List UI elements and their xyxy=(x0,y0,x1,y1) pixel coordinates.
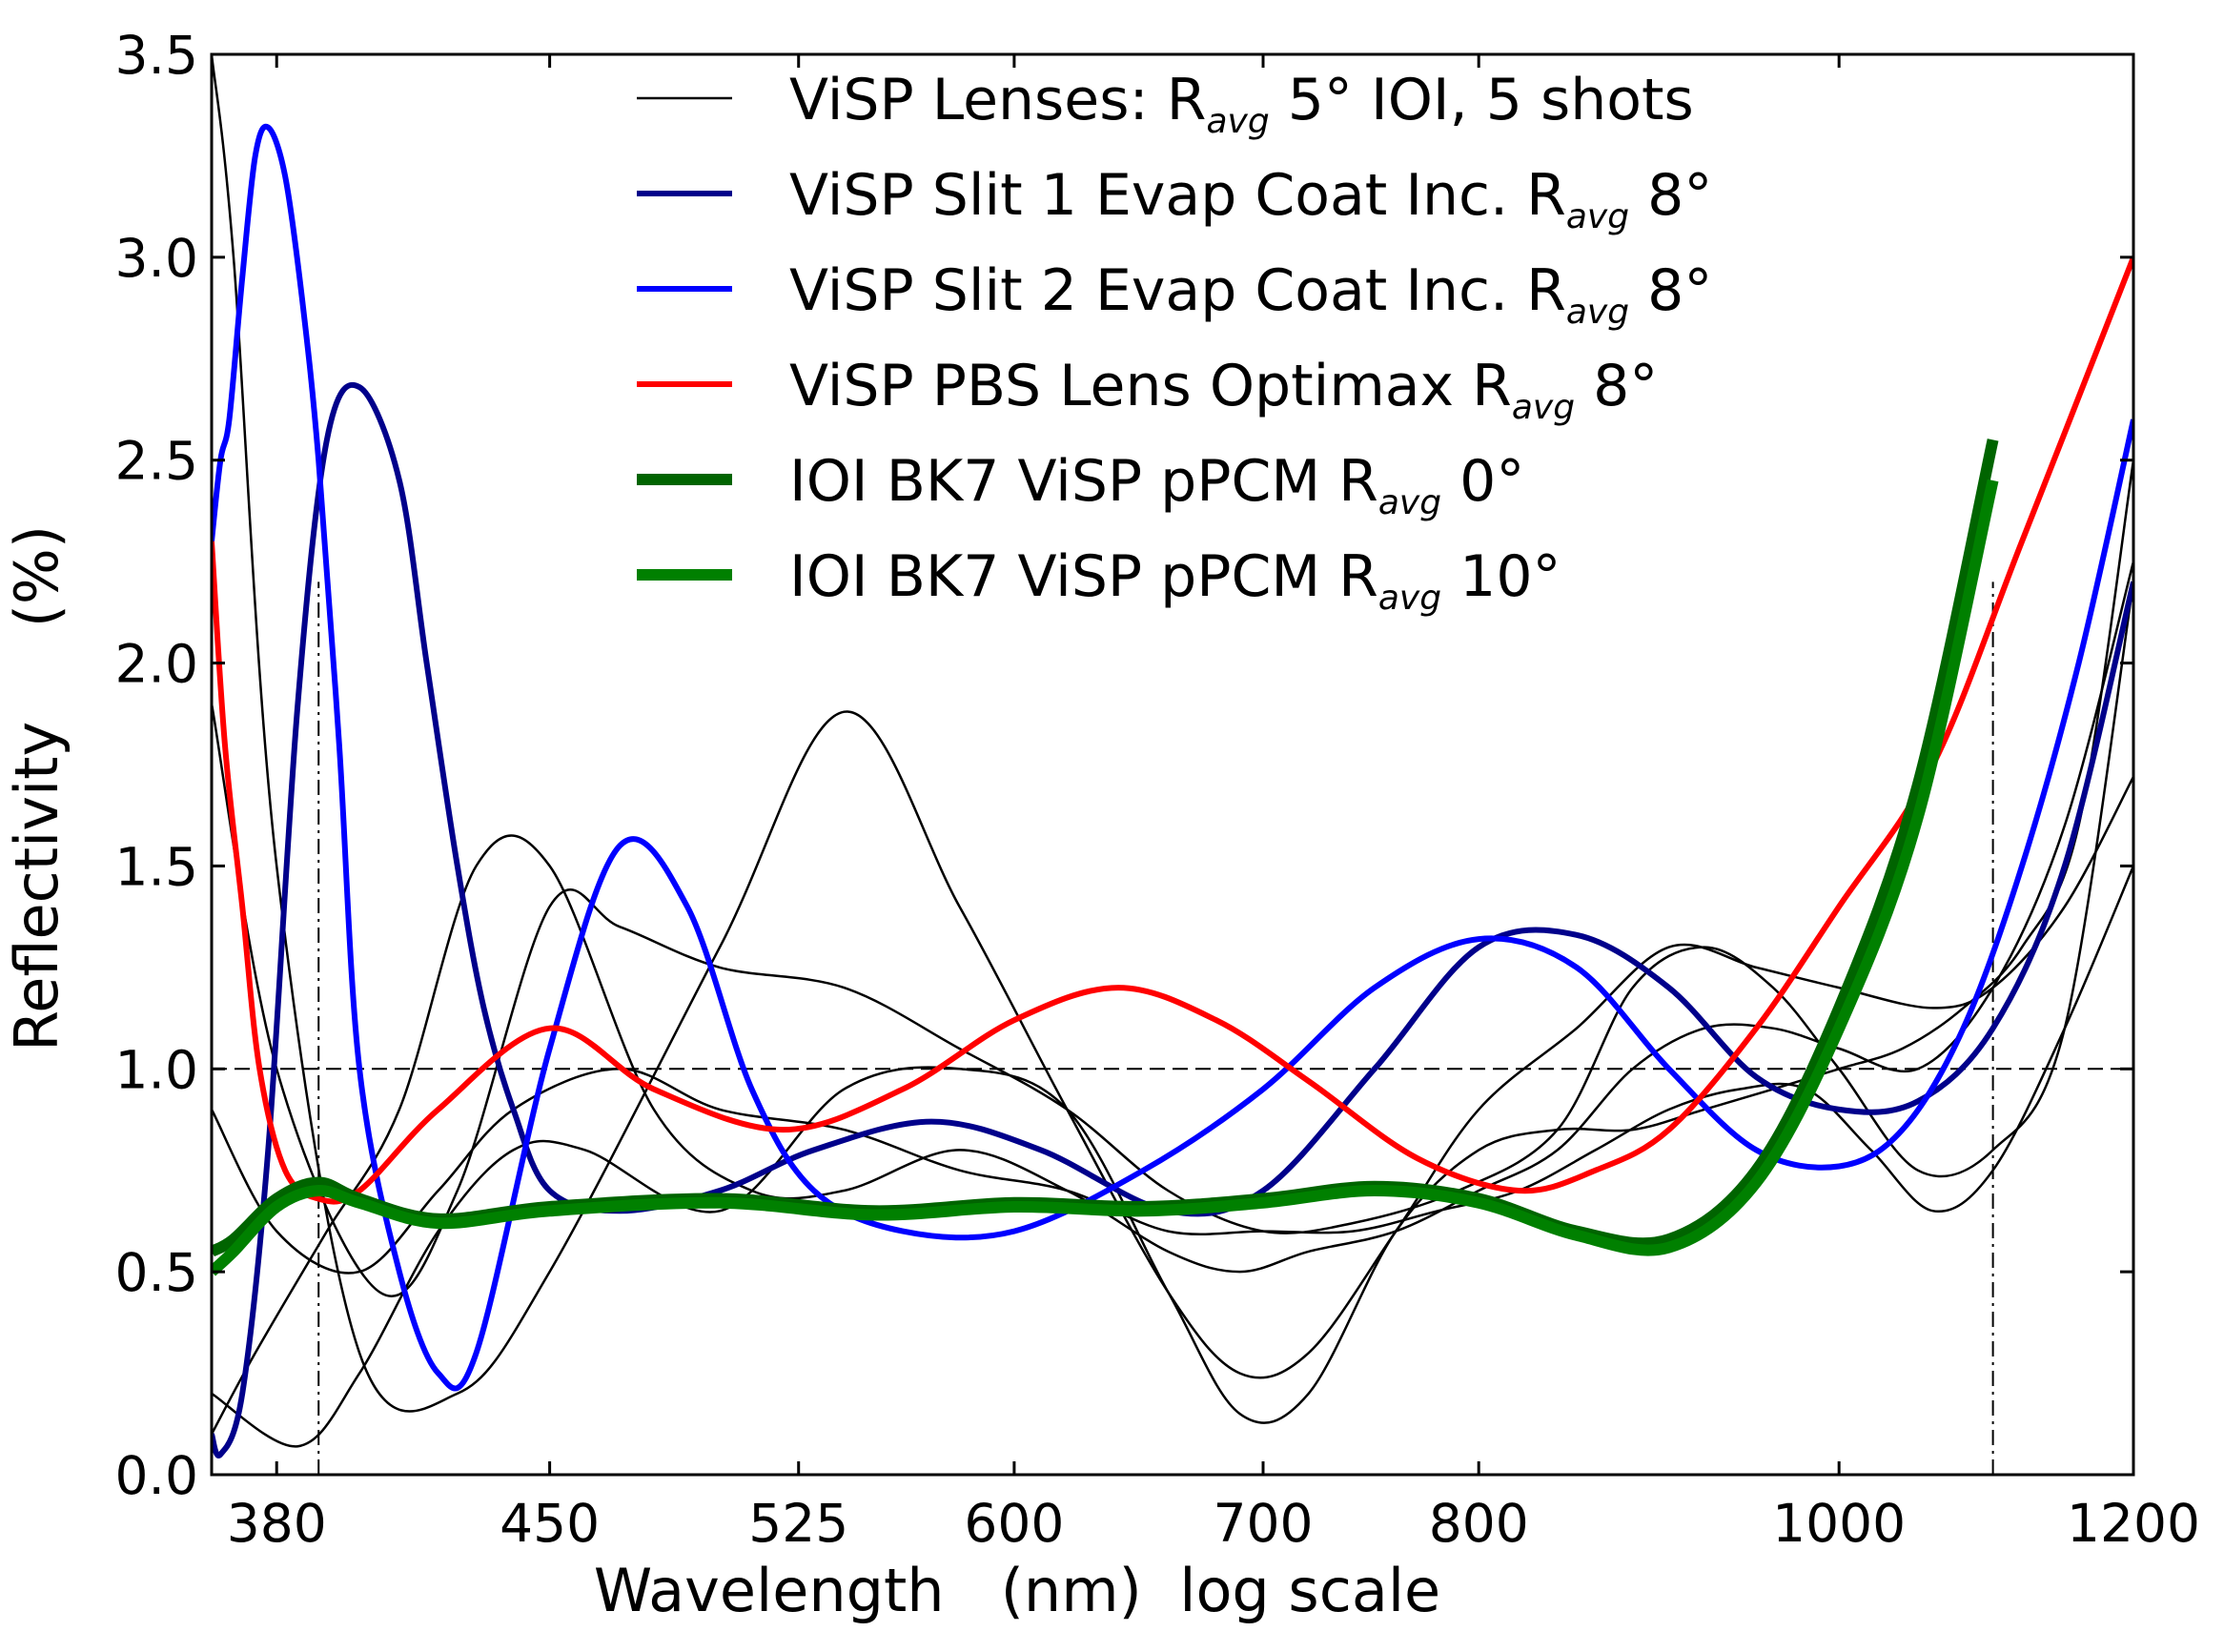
x-tick-label: 800 xyxy=(1429,1493,1529,1554)
legend-label-pbs: ViSP PBS Lens Optimax Ravg 8° xyxy=(789,353,1658,427)
y-tick-label: 0.5 xyxy=(115,1242,198,1303)
legend-label-lenses: ViSP Lenses: Ravg 5° IOI, 5 shots xyxy=(789,67,1694,141)
series-lenses-4 xyxy=(212,459,2133,1448)
series-ioi10 xyxy=(212,479,1999,1276)
y-tick-label: 3.5 xyxy=(115,25,198,86)
x-tick-label: 380 xyxy=(227,1493,327,1554)
y-tick-label: 2.0 xyxy=(115,634,198,695)
y-tick-label: 1.0 xyxy=(115,1039,198,1100)
x-tick-label: 700 xyxy=(1214,1493,1314,1554)
legend-label-ioi10: IOI BK7 ViSP pPCM Ravg 10° xyxy=(789,543,1561,618)
y-tick-label: 1.5 xyxy=(115,836,198,897)
x-axis-label: Wavelength (nm) log scale xyxy=(594,1556,1440,1625)
y-tick-label: 3.0 xyxy=(115,228,198,289)
legend-label-slit1: ViSP Slit 1 Evap Coat Inc. Ravg 8° xyxy=(789,162,1712,236)
series-slit2 xyxy=(212,123,2133,1392)
plot-frame xyxy=(210,52,2135,1477)
legend-label-ioi0: IOI BK7 ViSP pPCM Ravg 0° xyxy=(789,448,1524,522)
x-axis-ticks: 380 450 525 600 700 800 1000 1200 xyxy=(227,54,2200,1554)
legend-label-slit2: ViSP Slit 2 Evap Coat Inc. Ravg 8° xyxy=(789,257,1712,332)
y-tick-label: 2.5 xyxy=(115,431,198,492)
series-lenses-3 xyxy=(212,561,2133,1435)
x-tick-label: 1200 xyxy=(2067,1493,2200,1554)
y-axis-label: Reflectivity (%) xyxy=(2,525,71,1051)
legend: ViSP Lenses: Ravg 5° IOI, 5 shots ViSP Sl… xyxy=(637,67,1712,618)
series-slit1 xyxy=(212,381,2133,1458)
data-series xyxy=(212,54,2133,1458)
x-tick-label: 1000 xyxy=(1772,1493,1906,1554)
y-tick-label: 0.0 xyxy=(115,1445,198,1506)
x-tick-label: 450 xyxy=(500,1493,600,1554)
x-tick-label: 525 xyxy=(748,1493,848,1554)
y-axis-ticks: 0.0 0.5 1.0 1.5 2.0 2.5 3.0 3.5 xyxy=(115,25,2133,1506)
series-pbs xyxy=(212,255,2133,1205)
x-tick-label: 600 xyxy=(964,1493,1064,1554)
series-lenses-5 xyxy=(212,865,2133,1275)
